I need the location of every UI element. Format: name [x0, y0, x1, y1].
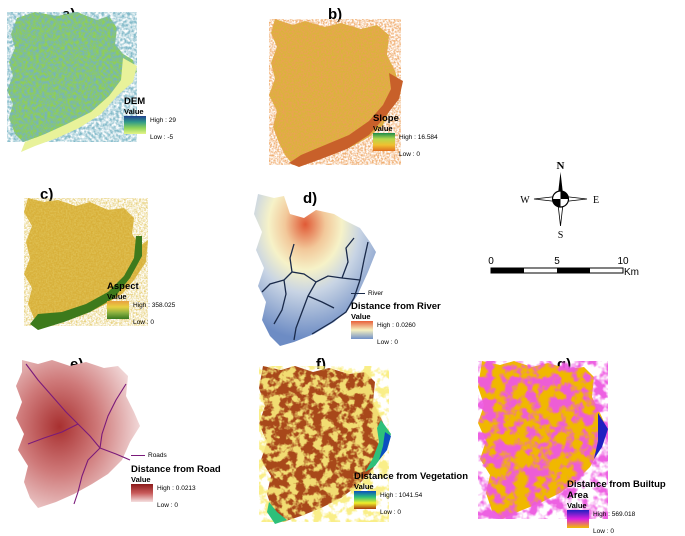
road-distance-map	[16, 360, 140, 508]
river-color-ramp	[351, 321, 373, 339]
scale-tick-5: 5	[554, 256, 560, 267]
aspect-legend-value: Value	[107, 292, 127, 301]
builtup-legend-title: Distance from Builtup Area	[567, 479, 666, 501]
road-low: Low : 0	[157, 502, 178, 509]
vegetation-distance-map	[259, 366, 391, 524]
river-high: High : 0.0260	[377, 322, 416, 329]
dem-low: Low : -5	[150, 134, 174, 141]
dem-high: High : 29	[150, 117, 177, 124]
aspect-high: High : 358.025	[133, 302, 176, 309]
vegetation-legend-value: Value	[354, 482, 374, 491]
panel-f-label: f)	[316, 356, 326, 373]
road-legend-title: Distance from Road	[131, 464, 221, 475]
road-high: High : 0.0213	[157, 485, 196, 492]
aspect-color-ramp	[107, 301, 129, 319]
river-distance-map	[254, 194, 376, 346]
road-legend-value: Value	[131, 475, 151, 484]
builtup-color-ramp	[567, 510, 589, 528]
road-line-label: Roads	[148, 452, 167, 459]
panel-d-label: d)	[303, 190, 318, 207]
aspect-low: Low : 0	[133, 319, 154, 326]
vegetation-color-ramp	[354, 491, 376, 509]
river-legend-title: Distance from River	[351, 301, 441, 312]
river-legend-value: Value	[351, 312, 371, 321]
slope-legend-value: Value	[373, 124, 393, 133]
north-arrow: N S W E	[520, 160, 599, 240]
dem-color-ramp	[124, 116, 146, 134]
vegetation-legend: Distance from Vegetation Value High : 10…	[354, 471, 468, 517]
scale-tick-0: 0	[488, 256, 494, 267]
compass-s: S	[558, 230, 564, 240]
road-color-ramp	[131, 484, 153, 502]
river-line-swatch	[351, 293, 365, 294]
road-line-swatch	[131, 455, 145, 456]
slope-map	[269, 19, 403, 167]
compass-n: N	[557, 160, 565, 172]
aspect-legend: Aspect Value High : 358.025 Low : 0	[107, 281, 175, 327]
aspect-map	[24, 198, 148, 330]
vegetation-low: Low : 0	[380, 509, 401, 516]
dem-map	[7, 12, 137, 152]
dem-legend-value: Value	[124, 107, 144, 116]
slope-high: High : 16.584	[399, 134, 438, 141]
scale-tick-10: 10	[617, 256, 629, 267]
builtup-legend-value: Value	[567, 501, 587, 510]
compass-e: E	[593, 195, 599, 206]
river-legend: Distance from River Value High : 0.0260 L…	[351, 301, 441, 347]
slope-legend-title: Slope	[373, 113, 399, 124]
river-line-label: River	[368, 290, 384, 297]
compass-w: W	[520, 195, 530, 206]
vegetation-high: High : 1041.54	[380, 492, 423, 499]
dem-legend-title: DEM	[124, 96, 146, 107]
river-line-legend: River	[351, 290, 383, 297]
road-line-legend: Roads	[131, 452, 167, 459]
panel-b-label: b)	[328, 6, 343, 23]
slope-low: Low : 0	[399, 151, 420, 158]
river-low: Low : 0	[377, 339, 398, 346]
slope-color-ramp	[373, 133, 395, 151]
aspect-legend-title: Aspect	[107, 281, 139, 292]
scale-unit: Km	[624, 267, 639, 278]
dem-legend: DEM Value High : 29 Low : -5	[124, 96, 176, 142]
scale-bar: 0 5 10 Km	[488, 256, 639, 278]
panel-c-label: c)	[40, 186, 54, 203]
builtup-legend: Distance from Builtup Area Value High : …	[567, 479, 685, 536]
slope-legend: Slope Value High : 16.584 Low : 0	[373, 113, 438, 159]
road-legend: Distance from Road Value High : 0.0213 Lo…	[131, 464, 221, 510]
vegetation-legend-title: Distance from Vegetation	[354, 471, 469, 482]
builtup-high: High : 569.018	[593, 511, 636, 518]
builtup-distance-map	[478, 361, 608, 519]
builtup-low: Low : 0	[593, 528, 614, 535]
